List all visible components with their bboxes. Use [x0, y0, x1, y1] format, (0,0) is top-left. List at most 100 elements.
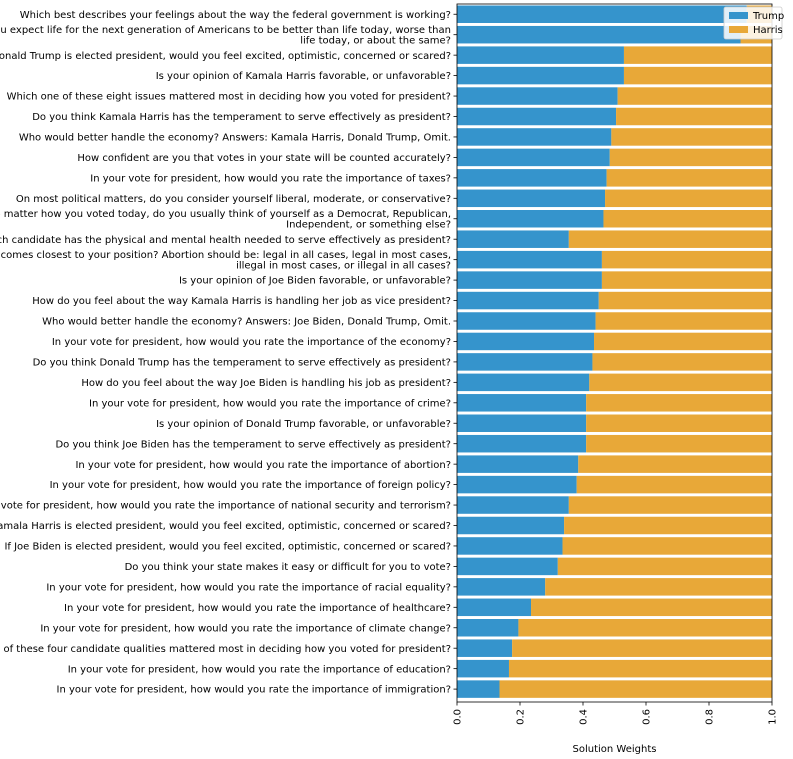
bar-harris: [617, 87, 772, 105]
bar-harris: [611, 128, 772, 146]
category-label: Who would better handle the economy? Ans…: [42, 317, 451, 328]
legend-swatch-harris: [729, 26, 748, 33]
category-label: In your vote for president, how would yo…: [89, 398, 451, 409]
category-label: No matter how you voted today, do you us…: [0, 209, 451, 230]
x-tick-label: 0.6: [642, 709, 653, 725]
bar-trump: [457, 373, 590, 392]
bar-harris: [576, 475, 772, 494]
legend-swatch-trump: [729, 12, 748, 19]
plot-frame: [456, 3, 773, 703]
bar-trump: [457, 25, 741, 44]
x-axis: 0.0 0.2 0.4 0.6 0.8 1.0: [453, 702, 779, 725]
bar-trump: [457, 210, 604, 228]
bar-harris: [586, 414, 772, 432]
category-label: Is your opinion of Donald Trump favorabl…: [156, 419, 451, 430]
category-label: In your vote for president, how would yo…: [64, 603, 451, 614]
bar-harris: [578, 455, 772, 473]
bar-trump: [457, 5, 747, 23]
bar-trump: [457, 312, 596, 330]
legend-label-trump: Trump: [752, 11, 784, 22]
bar-harris: [564, 516, 772, 535]
bar-harris: [586, 394, 772, 412]
category-label: Do you think Kamala Harris has the tempe…: [32, 112, 451, 123]
bar-trump: [457, 353, 593, 371]
bar-trump: [457, 414, 587, 432]
bar-trump: [457, 332, 595, 351]
bar-trump: [457, 434, 587, 453]
bar-trump: [457, 516, 565, 535]
bar-harris: [616, 107, 772, 126]
category-label: In your vote for president, how would yo…: [57, 685, 451, 696]
bar-harris: [594, 332, 772, 351]
category-label: If Donald Trump is elected president, wo…: [0, 51, 451, 62]
bar-harris: [545, 578, 772, 596]
category-label: Do you think your state makes it easy or…: [125, 562, 451, 573]
category-label: Is your opinion of Joe Biden favorable, …: [179, 276, 451, 287]
bar-trump: [457, 557, 558, 576]
x-tick-label: 0.4: [579, 709, 590, 725]
x-tick-label: 1.0: [768, 709, 779, 725]
bar-harris: [586, 434, 772, 453]
bar-harris: [623, 66, 772, 85]
category-label: Do you think Donald Trump has the temper…: [33, 358, 451, 369]
bar-harris: [623, 46, 772, 64]
bar-trump: [457, 455, 579, 473]
bar-harris: [605, 189, 772, 208]
category-labels: Which best describes your feelings about…: [0, 10, 457, 696]
bar-trump: [457, 680, 500, 698]
bar-trump: [457, 639, 513, 657]
bar-harris: [601, 271, 772, 289]
bar-harris: [601, 250, 772, 269]
bar-harris: [609, 148, 772, 167]
bar-harris: [592, 353, 772, 371]
category-label: On most political matters, do you consid…: [16, 194, 451, 205]
bar-harris: [531, 598, 772, 617]
category-label: Which best describes your feelings about…: [20, 10, 451, 21]
bar-trump: [457, 578, 546, 596]
bar-harris: [595, 312, 772, 330]
category-label: Which comes closest to your position? Ab…: [0, 250, 451, 271]
bar-harris: [499, 680, 772, 698]
bar-harris: [568, 230, 772, 248]
bar-trump: [457, 189, 606, 208]
legend: Trump Harris: [723, 6, 784, 40]
bar-harris: [568, 496, 772, 514]
category-label: How do you feel about the way Kamala Har…: [32, 296, 451, 307]
bar-trump: [457, 496, 569, 514]
category-label: Which one of these four candidate qualit…: [0, 644, 451, 655]
bar-trump: [457, 230, 569, 248]
category-label: In your vote for president, how would yo…: [68, 664, 451, 675]
x-tick-label: 0.2: [516, 709, 527, 725]
category-label: In your vote for president, how would yo…: [75, 460, 451, 471]
x-axis-label: Solution Weights: [573, 744, 657, 755]
bar-harris: [598, 291, 772, 310]
bar-harris: [518, 619, 772, 637]
category-label: Who would better handle the economy? Ans…: [19, 133, 451, 144]
bar-harris: [512, 639, 772, 657]
category-label: How confident are you that votes in your…: [77, 153, 451, 164]
bar-trump: [457, 66, 624, 85]
bar-trump: [457, 107, 617, 126]
category-label: Is your opinion of Kamala Harris favorab…: [156, 71, 451, 82]
bar-trump: [457, 291, 599, 310]
category-label: How do you feel about the way Joe Biden …: [81, 378, 451, 389]
bar-harris: [562, 537, 772, 555]
bar-trump: [457, 537, 563, 555]
category-label: In your vote for president, how would yo…: [46, 582, 451, 593]
bar-harris: [557, 557, 772, 576]
category-label: If Kamala Harris is elected president, w…: [0, 521, 451, 532]
category-label: If Joe Biden is elected president, would…: [4, 542, 451, 553]
category-label: Do you think Joe Biden has the temperame…: [55, 439, 451, 450]
bar-trump: [457, 46, 624, 64]
bar-trump: [457, 148, 610, 167]
bar-harris: [606, 169, 772, 187]
bar-trump: [457, 619, 519, 637]
category-label: In your vote for president, how would yo…: [50, 480, 451, 491]
bar-trump: [457, 271, 602, 289]
bar-trump: [457, 169, 607, 187]
category-label: In your vote for president, how would yo…: [52, 337, 451, 348]
category-label: Which one of these eight issues mattered…: [7, 92, 451, 103]
bars-group: [457, 5, 772, 698]
bar-trump: [457, 394, 587, 412]
category-label: In your vote for president, how would yo…: [0, 501, 451, 512]
